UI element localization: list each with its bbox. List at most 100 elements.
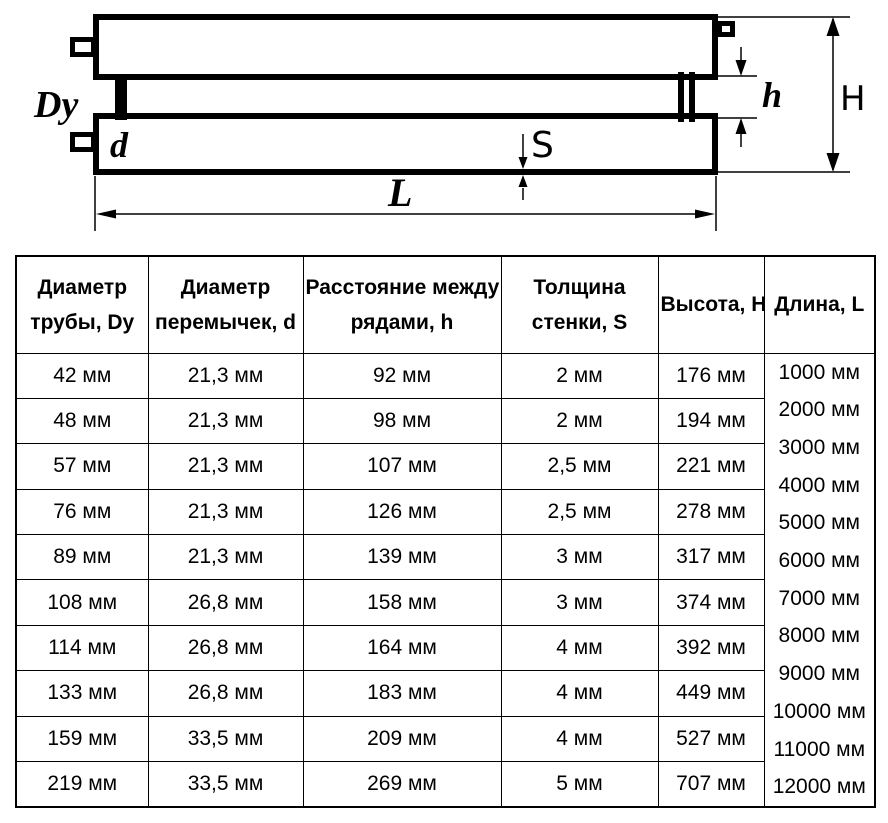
- cell: 183 мм: [302, 670, 502, 717]
- cell: 114 мм: [15, 624, 149, 672]
- col-header-length: Длина, L: [763, 255, 876, 354]
- bottom-pipe: [93, 113, 718, 175]
- cell: 26,8 мм: [147, 670, 304, 717]
- col-header-wall-thickness: Толщина стенки, S: [500, 255, 659, 354]
- cell: 21,3 мм: [147, 352, 304, 399]
- table-row: 57 мм 21,3 мм 107 мм 2,5 мм 221 мм: [15, 443, 875, 490]
- cell: 164 мм: [302, 624, 502, 672]
- label-H: H: [840, 79, 866, 119]
- cell: 392 мм: [657, 624, 765, 672]
- length-value: 7000 мм: [778, 586, 860, 610]
- label-Dy: Dy: [33, 84, 78, 126]
- length-value: 3000 мм: [778, 435, 860, 459]
- length-value: 10000 мм: [772, 699, 866, 723]
- cell: 5 мм: [500, 761, 659, 808]
- cell: 176 мм: [657, 352, 765, 399]
- table-row: 133 мм 26,8 мм 183 мм 4 мм 449 мм: [15, 670, 875, 717]
- cell: 98 мм: [302, 397, 502, 445]
- cell: 4 мм: [500, 624, 659, 672]
- cell: 133 мм: [15, 670, 149, 717]
- right-bridge: [678, 72, 695, 122]
- cell: 2 мм: [500, 397, 659, 445]
- cell: 21,3 мм: [147, 534, 304, 581]
- left-bridge: [115, 74, 127, 120]
- cell: 48 мм: [15, 397, 149, 445]
- stub-top-left: [70, 37, 96, 57]
- cell: 374 мм: [657, 579, 765, 626]
- register-diagram: H h S L Dy d: [0, 0, 888, 248]
- table-row: 42 мм 21,3 мм 92 мм 2 мм 176 мм 1000 мм …: [15, 352, 876, 808]
- cell: 21,3 мм: [147, 488, 304, 536]
- col-header-row-spacing: Расстояние между рядами, h: [302, 255, 502, 354]
- cell: 219 мм: [15, 761, 149, 808]
- arrowhead-h-top: [735, 60, 747, 76]
- arrowhead-H-bottom: [826, 153, 840, 172]
- cell: 76 мм: [15, 488, 149, 536]
- register-spec-table: Диаметр трубы, Dy Диаметр перемычек, d Р…: [15, 255, 876, 808]
- cell: 33,5 мм: [147, 761, 304, 808]
- cell: 126 мм: [302, 488, 502, 536]
- cell: 221 мм: [657, 443, 765, 490]
- cell: 139 мм: [302, 534, 502, 581]
- length-values-cell: 1000 мм 2000 мм 3000 мм 4000 мм 5000 мм …: [763, 352, 876, 808]
- length-value: 1000 мм: [778, 360, 860, 384]
- cell: 3 мм: [500, 579, 659, 626]
- cell: 158 мм: [302, 579, 502, 626]
- cell: 278 мм: [657, 488, 765, 536]
- table-header: Диаметр трубы, Dy Диаметр перемычек, d Р…: [15, 255, 876, 354]
- cell: 42 мм: [15, 352, 149, 399]
- cell: 2,5 мм: [500, 488, 659, 536]
- label-h: h: [762, 75, 782, 115]
- length-value: 5000 мм: [778, 511, 860, 535]
- arrowhead-h-bottom: [735, 118, 747, 134]
- dimension-L: [94, 176, 717, 231]
- length-value: 4000 мм: [778, 473, 860, 497]
- arrowhead-L-right: [695, 209, 715, 219]
- cell: 209 мм: [302, 715, 502, 763]
- table-row: 89 мм 21,3 мм 139 мм 3 мм 317 мм: [15, 534, 875, 581]
- cell: 108 мм: [15, 579, 149, 626]
- dimension-h: [716, 47, 757, 147]
- cell: 107 мм: [302, 443, 502, 490]
- arrowhead-H-top: [826, 17, 840, 36]
- col-header-height: Высота, H: [657, 255, 765, 354]
- cell: 449 мм: [657, 670, 765, 717]
- col-header-pipe-diameter: Диаметр трубы, Dy: [15, 255, 149, 354]
- cell: 92 мм: [302, 352, 502, 399]
- cell: 159 мм: [15, 715, 149, 763]
- dimension-H: [718, 16, 850, 173]
- length-value: 9000 мм: [778, 662, 860, 686]
- length-value: 2000 мм: [778, 398, 860, 422]
- register-diagram-svg: H h S L Dy d: [33, 14, 866, 231]
- length-value: 6000 мм: [778, 549, 860, 573]
- cell: 89 мм: [15, 534, 149, 581]
- cell: 527 мм: [657, 715, 765, 763]
- cell: 2,5 мм: [500, 443, 659, 490]
- cell: 26,8 мм: [147, 579, 304, 626]
- col-header-bridge-diameter: Диаметр перемычек, d: [147, 255, 304, 354]
- header-row: Диаметр трубы, Dy Диаметр перемычек, d Р…: [15, 255, 876, 354]
- cell: 4 мм: [500, 670, 659, 717]
- table-row: 219 мм 33,5 мм 269 мм 5 мм 707 мм: [15, 761, 875, 808]
- table-row: 76 мм 21,3 мм 126 мм 2,5 мм 278 мм: [15, 488, 875, 536]
- label-S: S: [531, 125, 554, 166]
- cell: 317 мм: [657, 534, 765, 581]
- label-d: d: [110, 125, 129, 165]
- cell: 26,8 мм: [147, 624, 304, 672]
- length-value: 11000 мм: [773, 737, 866, 761]
- table-row: 159 мм 33,5 мм 209 мм 4 мм 527 мм: [15, 715, 875, 763]
- arrowhead-L-left: [96, 209, 116, 219]
- stub-top-right: [717, 21, 735, 37]
- cell: 21,3 мм: [147, 397, 304, 445]
- length-value: 12000 мм: [772, 775, 866, 799]
- arrowhead-S-top: [518, 157, 528, 169]
- cell: 21,3 мм: [147, 443, 304, 490]
- table-body: 42 мм 21,3 мм 92 мм 2 мм 176 мм 1000 мм …: [15, 352, 876, 808]
- cell: 3 мм: [500, 534, 659, 581]
- cell: 194 мм: [657, 397, 765, 445]
- stub-bottom-left: [70, 132, 96, 152]
- arrowhead-S-bottom: [518, 175, 528, 187]
- table-row: 108 мм 26,8 мм 158 мм 3 мм 374 мм: [15, 579, 875, 626]
- cell: 57 мм: [15, 443, 149, 490]
- label-L: L: [387, 170, 412, 215]
